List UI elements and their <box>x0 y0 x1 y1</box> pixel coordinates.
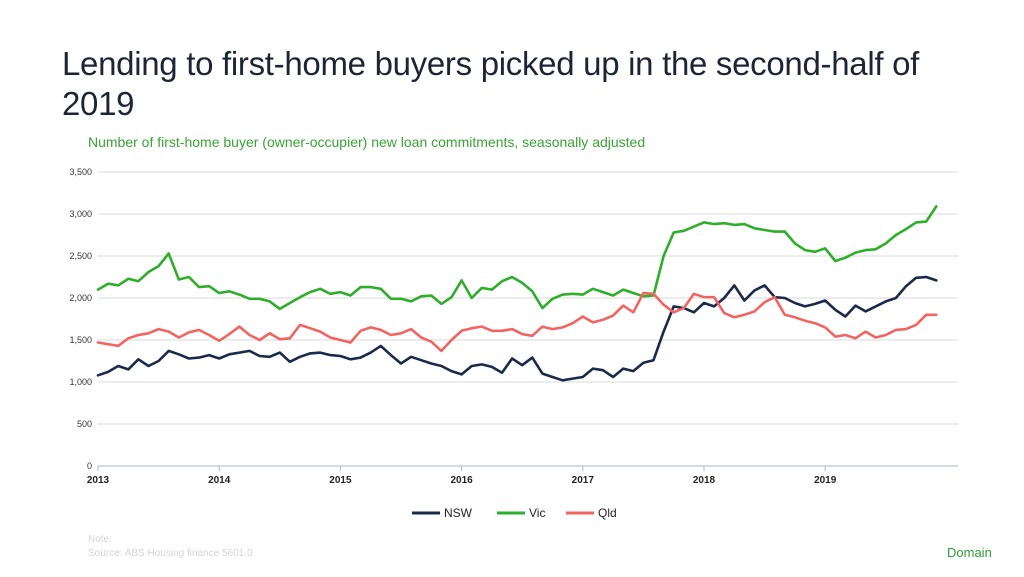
legend-label-vic: Vic <box>529 506 545 520</box>
legend-label-nsw: NSW <box>444 506 473 520</box>
x-tick-label: 2014 <box>208 475 231 486</box>
x-tick-label: 2013 <box>87 475 110 486</box>
x-tick-label: 2017 <box>572 475 595 486</box>
y-tick-label: 2,500 <box>69 251 92 261</box>
chart-notes: Note: Source: ABS Housing finance 5601.0 <box>88 533 253 561</box>
y-tick-label: 0 <box>87 461 92 471</box>
legend-label-qld: Qld <box>598 506 617 520</box>
y-tick-label: 3,500 <box>69 167 92 177</box>
chart-title: Lending to first-home buyers picked up i… <box>62 45 920 122</box>
x-tick-label: 2018 <box>693 475 716 486</box>
series-line-qld <box>96 291 938 353</box>
x-tick-label: 2015 <box>329 475 352 486</box>
legend: NSW Vic Qld <box>412 506 617 520</box>
y-tick-label: 2,000 <box>69 293 92 303</box>
x-tick-label: 2016 <box>450 475 473 486</box>
y-axis: 0 500 1,000 1,500 2,000 2,500 3,000 3,500 <box>69 167 92 471</box>
chart-subtitle: Number of first-home buyer (owner-occupi… <box>88 134 646 150</box>
gridlines <box>98 171 958 467</box>
y-tick-label: 1,500 <box>69 335 92 345</box>
series-line-vic <box>96 205 938 311</box>
series-line-nsw <box>96 275 938 382</box>
note-label: Note: <box>88 534 112 545</box>
series-lines <box>96 205 938 382</box>
y-tick-label: 500 <box>77 419 92 429</box>
y-tick-label: 3,000 <box>69 209 92 219</box>
x-tick-label: 2019 <box>814 475 837 486</box>
brand-logo: Domain <box>947 545 992 560</box>
y-tick-label: 1,000 <box>69 377 92 387</box>
source-text: Source: ABS Housing finance 5601.0 <box>88 548 253 559</box>
x-axis: 2013 2014 2015 2016 2017 2018 2019 <box>87 466 837 486</box>
